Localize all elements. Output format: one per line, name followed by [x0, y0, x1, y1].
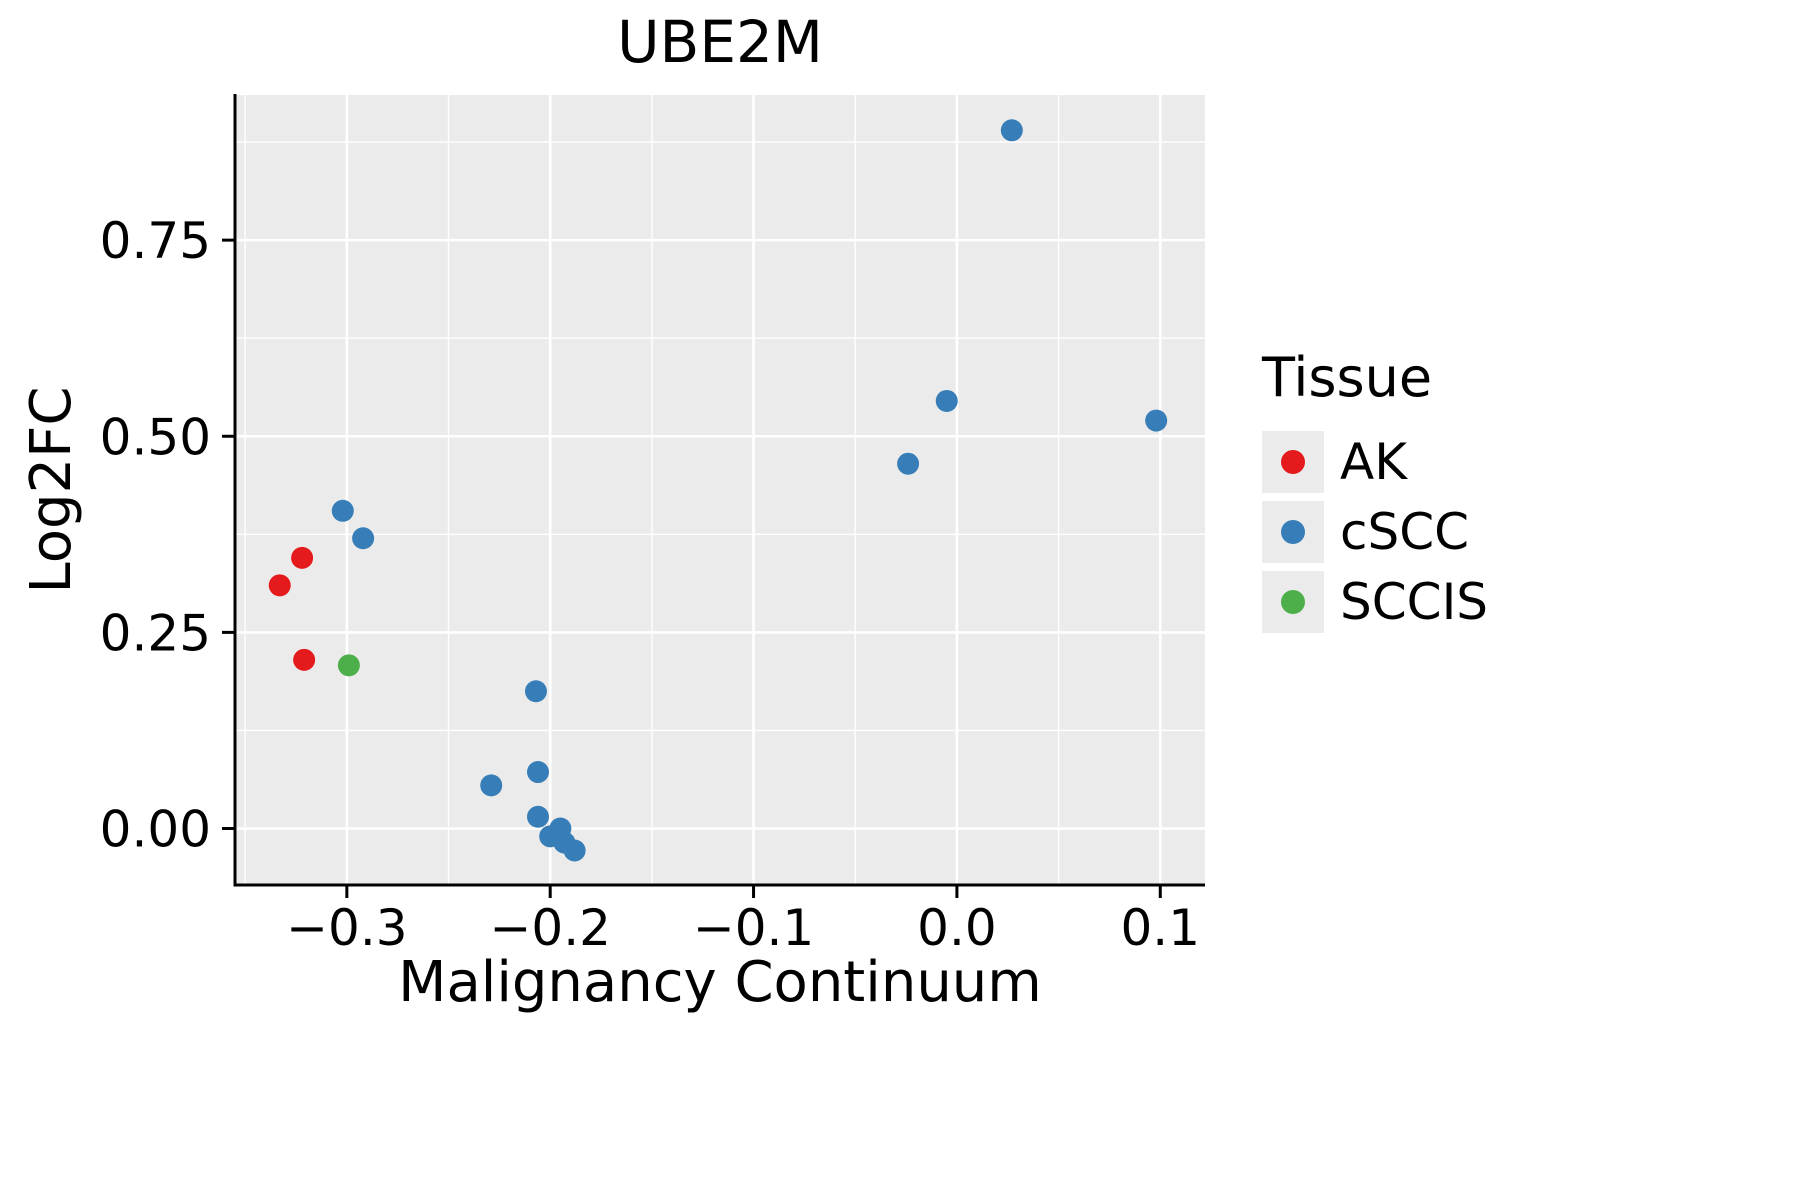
x-tick-label: 0.1 — [1120, 899, 1200, 957]
y-tick-label: 0.00 — [100, 801, 211, 859]
x-axis-label: Malignancy Continuum — [398, 950, 1042, 1015]
x-tick-label: 0.0 — [917, 899, 997, 957]
legend-item-label: cSCC — [1340, 503, 1470, 561]
y-axis-label: Log2FC — [19, 386, 84, 594]
legend-item-sccis: SCCIS — [1262, 571, 1488, 633]
legend-title: Tissue — [1262, 346, 1433, 409]
data-point-cscc — [526, 805, 549, 828]
data-point-cscc — [524, 680, 547, 703]
y-tick-label: 0.25 — [100, 604, 211, 662]
legend-swatch-icon — [1281, 450, 1305, 474]
data-point-cscc — [480, 774, 503, 797]
legend-key — [1262, 501, 1324, 563]
y-tick-label: 0.75 — [100, 212, 211, 270]
data-point-cscc — [897, 452, 920, 475]
data-point-cscc — [563, 839, 586, 862]
legend: Tissue AK cSCC SCCIS — [1262, 346, 1488, 641]
data-point-ak — [268, 574, 291, 597]
data-point-ak — [293, 648, 316, 671]
data-point-cscc — [1145, 409, 1168, 432]
x-tick-label: −0.3 — [286, 899, 407, 957]
legend-item-label: AK — [1340, 433, 1407, 491]
data-point-cscc — [935, 389, 958, 412]
y-tick-label: 0.50 — [100, 408, 211, 466]
data-point-cscc — [1000, 119, 1023, 142]
chart-title: UBE2M — [617, 8, 823, 76]
legend-key — [1262, 571, 1324, 633]
legend-item-ak: AK — [1262, 431, 1488, 493]
legend-swatch-icon — [1281, 590, 1305, 614]
x-tick-label: −0.1 — [693, 899, 814, 957]
legend-item-label: SCCIS — [1340, 573, 1489, 631]
data-point-cscc — [352, 527, 375, 550]
legend-items: AK cSCC SCCIS — [1262, 431, 1488, 633]
data-point-cscc — [526, 761, 549, 784]
legend-key — [1262, 431, 1324, 493]
data-point-sccis — [337, 654, 360, 677]
data-point-cscc — [331, 499, 354, 522]
plot-panel — [235, 95, 1205, 885]
x-tick-label: −0.2 — [489, 899, 610, 957]
data-point-ak — [291, 546, 314, 569]
legend-item-cscc: cSCC — [1262, 501, 1488, 563]
legend-swatch-icon — [1281, 520, 1305, 544]
